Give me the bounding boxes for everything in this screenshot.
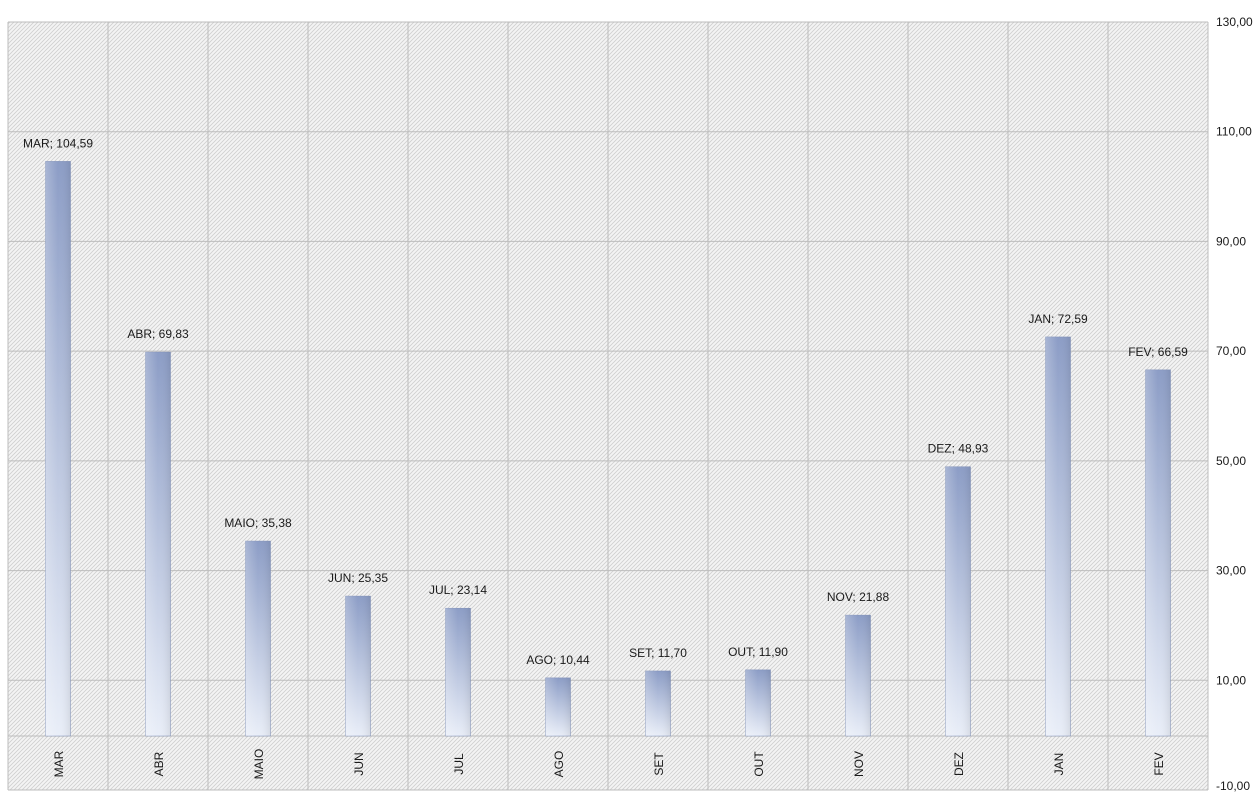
bar-shade-maio	[245, 541, 271, 736]
category-label-dez: DEZ	[952, 752, 966, 776]
grid-lines	[7, 21, 1209, 791]
data-label-set: SET; 11,70	[629, 646, 687, 660]
bar-shade-fev	[1145, 369, 1171, 736]
bars-group	[45, 161, 1171, 737]
data-label-out: OUT; 11,90	[728, 645, 788, 659]
bar-shade-nov	[845, 615, 871, 736]
category-label-jan: JAN	[1052, 753, 1066, 776]
category-label-mar: MAR	[52, 750, 66, 777]
data-label-jun: JUN; 25,35	[328, 571, 388, 585]
category-label-jul: JUL	[452, 753, 466, 775]
data-label-jul: JUL; 23,14	[429, 583, 487, 597]
category-labels-group: MAR ABR MAIO JUN JUL AGO SET OUT NOV DEZ JAN FEV	[52, 749, 1166, 780]
bar-shade-set	[645, 670, 671, 736]
bar-shade-jun	[345, 596, 371, 736]
y-tick-label: -10,00	[1216, 779, 1250, 793]
data-label-jan: JAN; 72,59	[1028, 312, 1088, 326]
bar-shade-dez	[945, 466, 971, 736]
bar-shade-jan	[1045, 336, 1071, 736]
y-tick-label: 10,00	[1216, 673, 1246, 687]
y-tick-label: 50,00	[1216, 454, 1246, 468]
y-tick-label: 70,00	[1216, 344, 1246, 358]
category-label-ago: AGO	[552, 751, 566, 778]
bar-shade-abr	[145, 352, 171, 736]
category-label-abr: ABR	[152, 751, 166, 776]
data-label-ago: AGO; 10,44	[526, 653, 590, 667]
category-label-set: SET	[652, 752, 666, 776]
data-label-mar: MAR; 104,59	[23, 136, 93, 150]
y-tick-label: 90,00	[1216, 234, 1246, 248]
bar-shade-jul	[445, 608, 471, 736]
y-axis: -10,00 10,00 30,00 50,00 70,00 90,00 110,00 130…	[1216, 15, 1253, 793]
data-label-abr: ABR; 69,83	[127, 327, 189, 341]
data-label-fev: FEV; 66,59	[1128, 345, 1188, 359]
y-tick-label: 110,00	[1216, 125, 1252, 139]
bar-shade-mar	[45, 161, 71, 737]
y-tick-label: 30,00	[1216, 564, 1246, 578]
bar-shade-ago	[545, 677, 571, 736]
category-label-fev: FEV	[1152, 752, 1166, 775]
data-labels-group: MAR; 104,59 ABR; 69,83 MAIO; 35,38 JUN; 25,…	[23, 136, 1188, 666]
data-label-nov: NOV; 21,88	[827, 590, 890, 604]
category-label-jun: JUN	[352, 752, 366, 775]
data-label-dez: DEZ; 48,93	[928, 442, 989, 456]
y-tick-label: 130,00	[1216, 15, 1253, 29]
bar-shade-out	[745, 669, 771, 736]
data-label-maio: MAIO; 35,38	[224, 516, 292, 530]
category-label-nov: NOV	[852, 751, 866, 777]
category-label-maio: MAIO	[252, 749, 266, 780]
category-label-out: OUT	[752, 751, 766, 777]
